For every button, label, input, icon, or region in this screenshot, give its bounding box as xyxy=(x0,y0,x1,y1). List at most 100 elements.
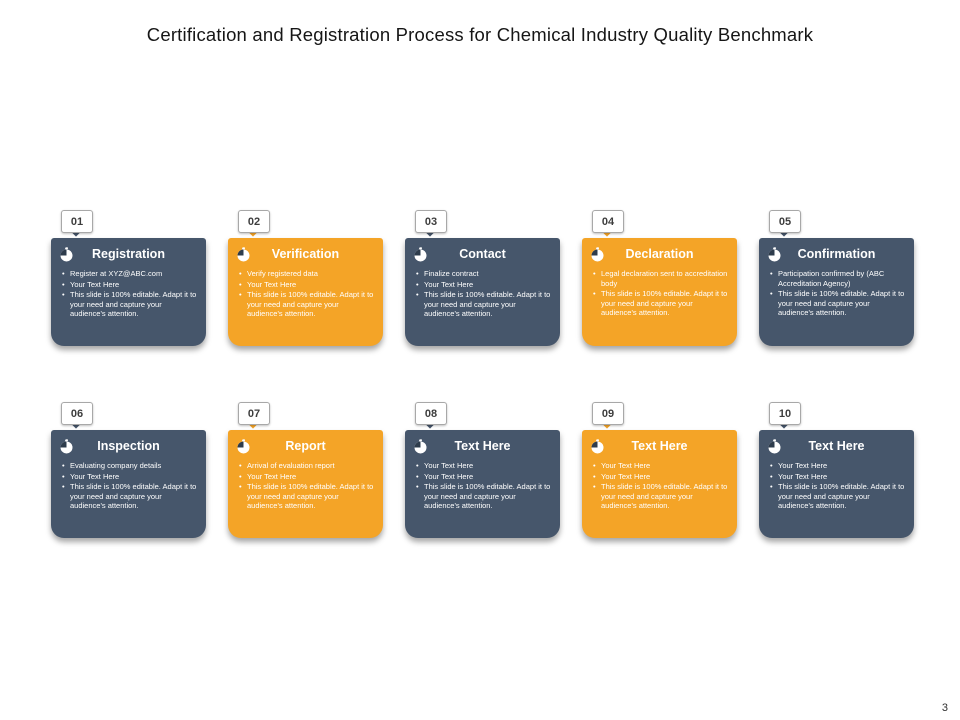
stopwatch-icon xyxy=(413,247,428,267)
step-number: 07 xyxy=(247,407,261,420)
step-number-badge: 05 xyxy=(769,210,801,233)
step-bullet-list: Legal declaration sent to accreditation … xyxy=(582,269,737,318)
step-card-body: Registration Register at XYZ@ABC.comYour… xyxy=(51,238,206,346)
bullet-item: Your Text Here xyxy=(770,461,906,471)
step-number: 04 xyxy=(601,215,615,228)
step-number-badge: 09 xyxy=(592,402,624,425)
step-title: Report xyxy=(285,439,326,453)
bullet-item: Verify registered data xyxy=(239,269,375,279)
step-number-badge: 02 xyxy=(238,210,270,233)
slide-title: Certification and Registration Process f… xyxy=(146,24,814,45)
step-number-badge: 04 xyxy=(592,210,624,233)
bullet-item: Your Text Here xyxy=(239,472,375,482)
process-step-card: 05 Confirmation Participation confirmed … xyxy=(759,210,914,346)
process-step-card: 02 Verification Verify registered dataYo… xyxy=(228,210,383,346)
bullet-item: This slide is 100% editable. Adapt it to… xyxy=(770,289,906,318)
process-step-card: 04 Declaration Legal declaration sent to… xyxy=(582,210,737,346)
stopwatch-icon xyxy=(59,439,74,459)
stopwatch-icon xyxy=(236,439,251,459)
stopwatch-icon xyxy=(767,439,782,459)
bullet-item: This slide is 100% editable. Adapt it to… xyxy=(770,482,906,511)
bullet-item: This slide is 100% editable. Adapt it to… xyxy=(62,482,198,511)
cards-row-1: 01 Registration Register at XYZ@ABC.comY… xyxy=(51,210,914,346)
process-step-card: 07 Report Arrival of evaluation reportYo… xyxy=(228,402,383,538)
bullet-item: Participation confirmed by (ABC Accredit… xyxy=(770,269,906,288)
step-number-badge: 07 xyxy=(238,402,270,425)
step-number: 06 xyxy=(70,407,84,420)
bullet-item: Your Text Here xyxy=(62,280,198,290)
step-number-badge: 06 xyxy=(61,402,93,425)
bullet-item: Your Text Here xyxy=(593,461,729,471)
stopwatch-icon xyxy=(236,247,251,267)
bullet-item: This slide is 100% editable. Adapt it to… xyxy=(416,482,552,511)
step-card-body: Text Here Your Text HereYour Text HereTh… xyxy=(582,430,737,538)
step-title: Inspection xyxy=(97,439,160,453)
step-title: Text Here xyxy=(454,439,511,453)
step-bullet-list: Verify registered dataYour Text HereThis… xyxy=(228,269,383,319)
step-bullet-list: Evaluating company detailsYour Text Here… xyxy=(51,461,206,511)
page-number: 3 xyxy=(941,702,948,714)
step-title: Declaration xyxy=(625,247,694,261)
bullet-item: Legal declaration sent to accreditation … xyxy=(593,269,729,288)
step-bullet-list: Your Text HereYour Text HereThis slide i… xyxy=(405,461,560,511)
step-number-badge: 08 xyxy=(415,402,447,425)
bullet-item: This slide is 100% editable. Adapt it to… xyxy=(416,290,552,319)
step-title: Confirmation xyxy=(797,247,876,261)
process-step-card: 03 Contact Finalize contractYour Text He… xyxy=(405,210,560,346)
bullet-item: Register at XYZ@ABC.com xyxy=(62,269,198,279)
step-number: 09 xyxy=(601,407,615,420)
step-card-body: Text Here Your Text HereYour Text HereTh… xyxy=(405,430,560,538)
bullet-item: This slide is 100% editable. Adapt it to… xyxy=(239,482,375,511)
bullet-item: Your Text Here xyxy=(416,280,552,290)
stopwatch-icon xyxy=(413,439,428,459)
step-title: Verification xyxy=(271,247,340,261)
step-card-body: Text Here Your Text HereYour Text HereTh… xyxy=(759,430,914,538)
process-step-card: 10 Text Here Your Text HereYour Text Her… xyxy=(759,402,914,538)
bullet-item: Your Text Here xyxy=(416,461,552,471)
step-bullet-list: Your Text HereYour Text HereThis slide i… xyxy=(759,461,914,511)
step-bullet-list: Participation confirmed by (ABC Accredit… xyxy=(759,269,914,318)
step-number: 08 xyxy=(424,407,438,420)
step-card-body: Report Arrival of evaluation reportYour … xyxy=(228,430,383,538)
step-number: 01 xyxy=(70,215,84,228)
step-bullet-list: Register at XYZ@ABC.comYour Text HereThi… xyxy=(51,269,206,319)
process-step-card: 08 Text Here Your Text HereYour Text Her… xyxy=(405,402,560,538)
step-number-badge: 03 xyxy=(415,210,447,233)
process-step-card: 09 Text Here Your Text HereYour Text Her… xyxy=(582,402,737,538)
bullet-item: Your Text Here xyxy=(62,472,198,482)
step-card-body: Contact Finalize contractYour Text HereT… xyxy=(405,238,560,346)
bullet-item: Arrival of evaluation report xyxy=(239,461,375,471)
bullet-item: Your Text Here xyxy=(416,472,552,482)
step-card-body: Confirmation Participation confirmed by … xyxy=(759,238,914,346)
step-number: 02 xyxy=(247,215,261,228)
step-number-badge: 10 xyxy=(769,402,801,425)
bullet-item: Your Text Here xyxy=(770,472,906,482)
step-number-badge: 01 xyxy=(61,210,93,233)
stopwatch-icon xyxy=(767,247,782,267)
bullet-item: Your Text Here xyxy=(239,280,375,290)
bullet-item: Evaluating company details xyxy=(62,461,198,471)
step-number: 05 xyxy=(778,215,792,228)
step-title: Registration xyxy=(92,247,165,261)
process-step-card: 06 Inspection Evaluating company details… xyxy=(51,402,206,538)
step-card-body: Inspection Evaluating company detailsYou… xyxy=(51,430,206,538)
stopwatch-icon xyxy=(59,247,74,267)
step-bullet-list: Arrival of evaluation reportYour Text He… xyxy=(228,461,383,511)
stopwatch-icon xyxy=(590,439,605,459)
step-bullet-list: Your Text HereYour Text HereThis slide i… xyxy=(582,461,737,511)
bullet-item: This slide is 100% editable. Adapt it to… xyxy=(593,482,729,511)
step-number: 03 xyxy=(424,215,438,228)
step-title: Text Here xyxy=(631,439,688,453)
bullet-item: Your Text Here xyxy=(593,472,729,482)
bullet-item: This slide is 100% editable. Adapt it to… xyxy=(62,290,198,319)
step-card-body: Declaration Legal declaration sent to ac… xyxy=(582,238,737,346)
stopwatch-icon xyxy=(590,247,605,267)
bullet-item: This slide is 100% editable. Adapt it to… xyxy=(593,289,729,318)
step-title: Text Here xyxy=(808,439,865,453)
bullet-item: This slide is 100% editable. Adapt it to… xyxy=(239,290,375,319)
step-number: 10 xyxy=(778,407,792,420)
cards-row-2: 06 Inspection Evaluating company details… xyxy=(51,402,914,538)
step-bullet-list: Finalize contractYour Text HereThis slid… xyxy=(405,269,560,319)
process-step-card: 01 Registration Register at XYZ@ABC.comY… xyxy=(51,210,206,346)
